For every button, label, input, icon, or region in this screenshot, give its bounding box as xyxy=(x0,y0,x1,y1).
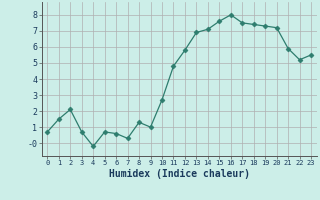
X-axis label: Humidex (Indice chaleur): Humidex (Indice chaleur) xyxy=(109,169,250,179)
